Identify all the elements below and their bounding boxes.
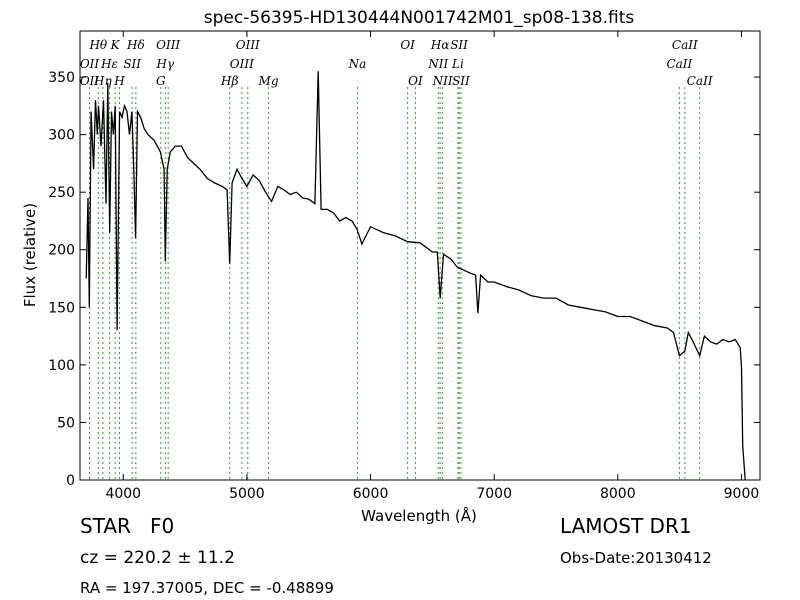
class-label: STAR F0 (80, 514, 175, 538)
spectral-line-label-26: CaII (672, 38, 698, 52)
spectral-line-label-14: OIII (236, 38, 260, 52)
spectral-line-label-7: SII (123, 57, 141, 71)
spectral-line-label-0: OII (80, 57, 100, 71)
y-axis-label: Flux (relative) (21, 203, 39, 307)
spectral-line-label-19: NII (427, 57, 448, 71)
x-tick-label-3: 7000 (476, 486, 512, 502)
y-tick-label-2: 100 (48, 358, 75, 374)
spectral-line-label-10: Hγ (155, 57, 174, 71)
cz-value: cz = 220.2 ± 11.2 (80, 548, 235, 568)
y-tick-label-5: 250 (48, 185, 75, 201)
spectral-line-label-11: OIII (156, 38, 180, 52)
chart-title: spec-56395-HD130444N001742M01_sp08-138.f… (204, 8, 635, 28)
plot-frame (79, 30, 761, 481)
spectral-line-label-6: H (113, 74, 125, 88)
spectral-line-label-23: SII (450, 38, 468, 52)
spectrum-series-line (85, 71, 746, 481)
x-axis: 4000 5000 6000 7000 8000 9000 (105, 31, 759, 502)
spectral-line-label-13: OIII (230, 57, 254, 71)
spectral-line-label-12: Hβ (220, 74, 238, 88)
spectral-line-label-5: K (110, 38, 121, 52)
coordinates: RA = 197.37005, DEC = -0.48899 (80, 579, 334, 597)
spectral-line-label-21: NII (432, 74, 453, 88)
subclass-label: F0 (150, 514, 175, 538)
y-tick-label-3: 150 (48, 300, 75, 316)
spectral-line-label-15: Mg (258, 74, 279, 88)
y-tick-label-4: 200 (48, 243, 75, 259)
spectral-line-label-17: OI (400, 38, 415, 52)
spectral-line-label-18: OI (408, 74, 423, 88)
spectral-line-label-3: Hη (93, 74, 112, 88)
spectral-line-label-25: CaII (666, 57, 692, 71)
y-axis: 0 50 100 150 200 250 300 350 (48, 70, 760, 489)
y-tick-label-0: 0 (66, 473, 75, 489)
spectral-line-label-27: CaII (687, 74, 713, 88)
spectral-line-label-2: Hθ (88, 38, 107, 52)
x-tick-label-5: 9000 (724, 486, 760, 502)
obs-date: Obs-Date:20130412 (560, 549, 712, 567)
spectral-line-label-16: Na (348, 57, 367, 71)
x-tick-label-0: 4000 (105, 486, 141, 502)
x-tick-label-4: 8000 (600, 486, 636, 502)
spectral-line-label-24: SII (452, 74, 470, 88)
spectral-line-label-9: G (156, 74, 166, 88)
spectral-line-label-22: Li (451, 57, 464, 71)
spectral-line-label-20: Hα (430, 38, 450, 52)
spectral-line-label-4: Hε (100, 57, 118, 71)
y-tick-label-7: 350 (48, 70, 75, 86)
x-tick-label-1: 5000 (229, 486, 265, 502)
survey-label: LAMOST DR1 (560, 514, 692, 538)
x-axis-label: Wavelength (Å) (361, 506, 477, 525)
y-tick-label-1: 50 (57, 415, 75, 431)
y-tick-label-6: 300 (48, 128, 75, 144)
x-tick-label-2: 6000 (353, 486, 389, 502)
spectral-lines-layer: OIIOIIHθHηHεKHSIIHδGHγOIIIHβOIIIOIIIMgNa… (80, 38, 713, 480)
spectral-line-label-8: Hδ (126, 38, 145, 52)
